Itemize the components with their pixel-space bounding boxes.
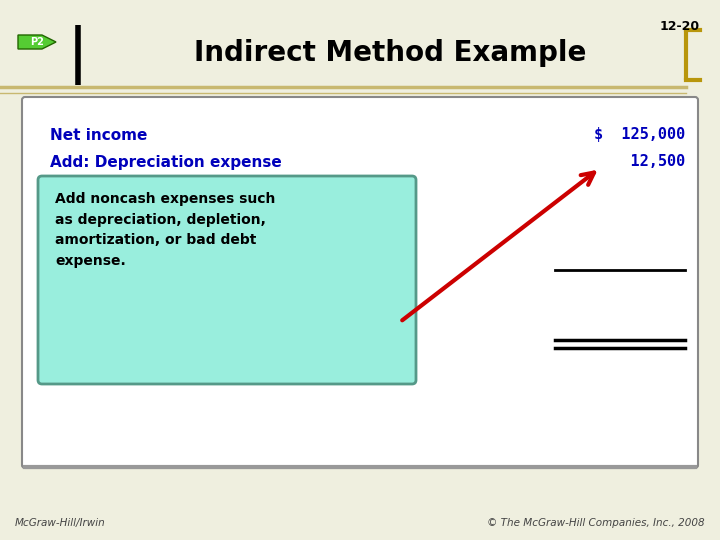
FancyBboxPatch shape bbox=[38, 176, 416, 384]
Text: Add noncash expenses such
as depreciation, depletion,
amortization, or bad debt
: Add noncash expenses such as depreciatio… bbox=[55, 192, 275, 268]
Text: P2: P2 bbox=[30, 37, 44, 47]
Text: 12-20: 12-20 bbox=[660, 20, 700, 33]
Text: McGraw-Hill/Irwin: McGraw-Hill/Irwin bbox=[15, 518, 106, 528]
FancyArrow shape bbox=[18, 35, 56, 49]
Text: Add: Depreciation expense: Add: Depreciation expense bbox=[50, 154, 282, 170]
Text: © The McGraw-Hill Companies, Inc., 2008: © The McGraw-Hill Companies, Inc., 2008 bbox=[487, 518, 705, 528]
FancyBboxPatch shape bbox=[22, 97, 698, 468]
Text: $  125,000: $ 125,000 bbox=[594, 127, 685, 143]
Text: 12,500: 12,500 bbox=[594, 154, 685, 170]
Text: Indirect Method Example: Indirect Method Example bbox=[194, 39, 586, 67]
Text: Net income: Net income bbox=[50, 127, 148, 143]
